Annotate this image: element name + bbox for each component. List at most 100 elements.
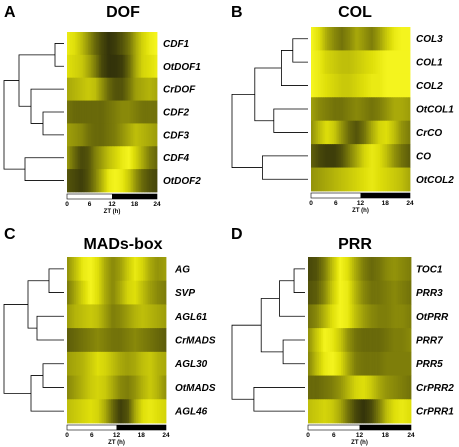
heatmap-cell [370,280,373,305]
heatmap-cell [322,257,325,282]
heatmap-cell [120,77,123,101]
heatmap-cell [409,280,412,305]
heatmap-cell [107,100,110,124]
heatmap-cell [360,50,363,75]
heatmap-cell [72,375,75,400]
heatmap-cell [381,328,384,353]
heatmap-cell [309,351,313,376]
heatmap-cell [121,280,124,305]
heatmap-cell [353,144,356,168]
heatmap-cell [67,77,70,101]
heatmap-cell [127,257,130,282]
heatmap-cell [357,304,360,329]
heatmap-cell [118,375,121,400]
heatmap-cell [102,328,105,353]
heatmap-cell [70,399,73,424]
heatmap-cell [107,54,110,79]
heatmap-cell [74,328,77,353]
heatmap-cell [397,27,400,51]
heatmap-cell [337,257,340,282]
heatmap-cell [344,280,348,305]
heatmap-cell [311,144,314,168]
heatmap-cell [341,167,344,192]
heatmap-cell [144,32,147,56]
heatmap-cell [155,77,158,101]
heatmap-cell [377,257,381,282]
heatmap-cell [150,257,153,282]
dendrogram-branch [18,54,55,107]
heatmap-cell [70,77,73,101]
dendrogram-branch [54,43,64,67]
panel-d-tick: 18 [382,432,390,439]
heatmap-cell [115,169,118,193]
heatmap-cell [406,167,409,192]
heatmap-cell [139,304,142,329]
heatmap-cell [73,169,76,193]
heatmap-cell [325,120,328,145]
heatmap-cell [369,27,372,51]
heatmap-cell [71,32,74,56]
heatmap-cell [102,77,105,101]
heatmap-cell [81,123,84,147]
heatmap-cell [162,280,165,305]
heatmap-cell [316,97,319,122]
panel-c-time-axis: 0 6 12 18 24 ZT (h) [65,424,170,446]
heatmap-cell [123,375,126,400]
heatmap-cell [358,167,361,192]
heatmap-cell [79,32,82,56]
heatmap-cell [97,123,100,147]
heatmap-cell [379,50,383,75]
heatmap-cell [396,399,399,424]
heatmap-cell [73,146,76,170]
heatmap-cell [134,375,137,400]
heatmap-cell [102,100,105,124]
heatmap-cell [83,54,86,79]
heatmap-cell [128,77,131,101]
heatmap-cell [346,351,349,376]
heatmap-cell [121,257,124,282]
heatmap-cell [78,169,81,193]
panel-a-row-label: CrDOF [163,85,196,96]
heatmap-cell [152,32,155,56]
heatmap-cell [387,399,390,424]
heatmap-cell [330,375,333,400]
heatmap-cell [111,351,114,376]
heatmap-cell [67,351,70,376]
heatmap-cell [70,169,73,193]
heatmap-cell [144,328,147,353]
heatmap-cell [361,304,364,329]
heatmap-cell [118,54,121,79]
heatmap-cell [365,97,368,122]
heatmap-cell [151,304,155,329]
heatmap-cell [93,328,96,353]
heatmap-cell [118,399,121,424]
heatmap-cell [68,54,71,79]
heatmap-cell [84,304,87,329]
heatmap-cell [126,146,129,170]
heatmap-cell [113,123,116,147]
heatmap-cell [337,97,340,122]
heatmap-cell [331,351,335,376]
heatmap-cell [86,123,89,147]
panel-b-row-label: COL2 [416,81,443,92]
heatmap-cell [116,399,119,424]
heatmap-cell [84,169,87,193]
heatmap-cell [155,123,158,147]
heatmap-cell [348,73,351,98]
heatmap-cell [102,304,105,329]
heatmap-cell [374,399,377,424]
heatmap-cell [124,146,127,170]
heatmap-cell [150,375,153,400]
heatmap-cell [351,73,354,98]
heatmap-cell [370,328,373,353]
heatmap-cell [395,167,399,192]
heatmap-cell [365,50,368,75]
heatmap-cell [86,257,89,282]
heatmap-cell [137,257,140,282]
heatmap-cell [394,280,397,305]
heatmap-cell [134,399,137,424]
heatmap-cell [315,328,318,353]
heatmap-cell [125,328,128,353]
heatmap-cell [353,304,357,329]
heatmap-cell [404,120,407,145]
